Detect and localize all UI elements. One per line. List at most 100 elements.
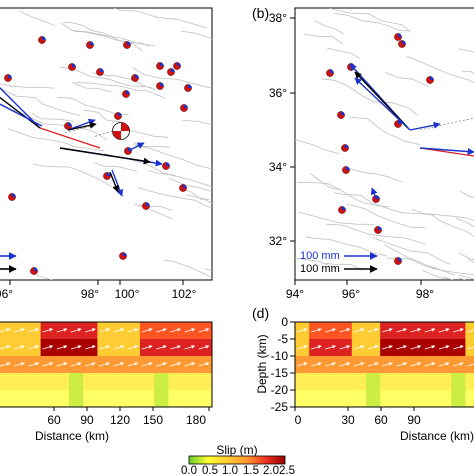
station-vertical-indicator [107, 172, 111, 176]
slip-vector [28, 345, 39, 350]
slip-vector [42, 345, 54, 350]
slip-cell [83, 373, 98, 391]
slip-right-grid [295, 322, 474, 408]
fault-trace [297, 181, 390, 208]
slip-vector [113, 328, 125, 333]
slip-cell [40, 390, 56, 408]
slip-vector [198, 362, 210, 367]
slip-cell [12, 390, 27, 408]
slip-cell [0, 339, 13, 357]
fault-trace [93, 162, 138, 172]
slip-vector [170, 328, 181, 333]
slip-cell [465, 339, 474, 357]
fault-trace [163, 259, 212, 279]
focal-mechanism-left [92, 122, 130, 140]
slip-vector [141, 362, 153, 367]
map-left: 96° 98° 100° 102° [0, 7, 213, 301]
slip-vector [85, 345, 96, 350]
slip-vector [296, 345, 308, 350]
slip-cell [26, 373, 42, 391]
fault-trace [0, 88, 81, 116]
slip-vector [127, 345, 139, 350]
slip-cell [451, 373, 466, 391]
slip-cell [0, 356, 13, 374]
map-right-ytick: 38° [269, 11, 287, 25]
slip-vector [353, 328, 365, 333]
station-vertical-indicator [126, 90, 130, 94]
fault-trace [204, 268, 212, 272]
slip-cell [154, 373, 169, 391]
slip-vector [325, 328, 336, 333]
map-right-ytick: 36° [269, 86, 287, 100]
fault-trace [32, 163, 113, 188]
panel-label-b: (b) [252, 5, 269, 21]
slip-right-ytick: -25 [271, 400, 289, 414]
legend-right-blue-label: 100 mm [300, 250, 340, 262]
station-vertical-indicator [345, 144, 349, 148]
slip-vector [296, 328, 308, 333]
station-vertical-indicator [183, 184, 187, 188]
slip-vector [467, 328, 474, 333]
slip-cell [465, 322, 474, 340]
fault-trace [349, 116, 421, 145]
fault-trace [303, 33, 343, 45]
slip-vector [56, 345, 68, 350]
slip-cell [111, 390, 127, 408]
station-vertical-indicator [398, 257, 402, 261]
slip-vector [367, 328, 379, 333]
fault-trace [7, 128, 105, 152]
slip-vector [85, 328, 96, 333]
slip-cell [394, 390, 410, 408]
station-vertical-indicator [123, 252, 127, 256]
fault-trace [334, 192, 435, 216]
displacement-vector [111, 169, 124, 197]
slip-vector [156, 345, 167, 350]
fault-trace [83, 109, 122, 123]
fault-trace [72, 81, 112, 93]
slip-cell [309, 390, 324, 408]
slip-cell [125, 373, 141, 391]
station-vertical-indicator [398, 120, 402, 124]
slip-cell [465, 356, 474, 374]
slip-cell [366, 390, 381, 408]
fault-trace [137, 187, 212, 209]
slip-cell [97, 390, 113, 408]
slip-cell [380, 390, 395, 408]
slip-vector [28, 328, 39, 333]
slip-cell [309, 373, 324, 391]
slip-vector [14, 345, 25, 350]
slip-cell [451, 390, 466, 408]
slip-vector [56, 362, 68, 367]
slip-right-ytick: -15 [271, 366, 289, 380]
slip-vector [382, 345, 393, 350]
fault-trace [458, 275, 474, 280]
slip-vector [42, 362, 54, 367]
slip-cell [12, 373, 27, 391]
slip-vector [325, 362, 336, 367]
fault-trace [346, 203, 426, 228]
slip-cell [323, 390, 339, 408]
slip-cell [295, 390, 310, 408]
station-vertical-indicator [166, 162, 170, 166]
slip-vector [339, 362, 351, 367]
stations-left [4, 36, 192, 275]
displacement-vector [0, 87, 41, 129]
fault-trace [456, 218, 474, 228]
map-right-ytick: 34° [269, 160, 287, 174]
station-vertical-indicator [171, 68, 175, 72]
slip-vector [170, 362, 181, 367]
slip-vector [410, 362, 422, 367]
slip-right-ylabel: Depth (km) [255, 334, 269, 393]
fault-trace [372, 237, 451, 265]
slip-left-xtick: 60 [47, 413, 61, 427]
slip-right: (d) 0 -5 -10 -15 -20 -25 Depth (km) 0 30… [252, 305, 474, 443]
slip-vector [70, 362, 82, 367]
fault-trace [298, 211, 375, 225]
slip-vector [0, 362, 11, 367]
fault-trace [180, 30, 212, 40]
colorbar: Slip (m) 0.0 0.5 1.0 1.5 2.0 2.5 [181, 443, 295, 474]
displacement-vector [354, 77, 411, 131]
slip-vector [367, 345, 379, 350]
colorbar-tick: 1.0 [222, 465, 238, 474]
rupture-trace [39, 127, 101, 149]
